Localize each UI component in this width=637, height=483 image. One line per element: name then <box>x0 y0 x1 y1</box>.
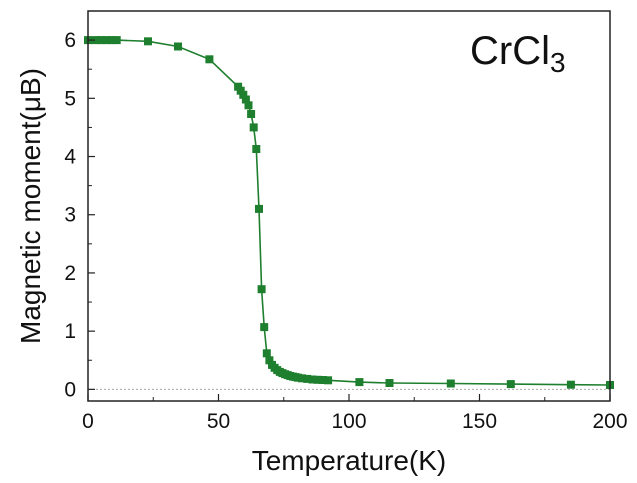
data-point <box>252 145 261 153</box>
data-point <box>308 375 317 384</box>
compound-label: CrCl3 <box>470 29 566 78</box>
data-point <box>255 204 263 213</box>
y-tick-label: 6 <box>64 29 76 52</box>
y-axis: 0 1 2 3 4 5 6 <box>64 10 95 401</box>
data-point <box>298 374 306 383</box>
y-tick-label: 1 <box>64 320 76 343</box>
data-point <box>324 376 333 385</box>
data-point <box>174 42 182 51</box>
series-line <box>88 39 611 386</box>
data-point <box>107 36 116 45</box>
data-point <box>97 36 105 45</box>
x-axis: 0 50 100 150 200 <box>82 394 628 433</box>
data-point <box>446 379 455 388</box>
compound-label-base: CrCl <box>470 29 550 73</box>
data-point <box>318 376 327 384</box>
y-tick-label: 2 <box>64 262 76 285</box>
data-point <box>144 37 152 46</box>
data-point <box>247 110 256 118</box>
y-axis-title: Magnetic moment(μB) <box>15 68 46 344</box>
data-point <box>112 36 121 45</box>
x-axis-title: Temperature(K) <box>252 445 447 476</box>
data-point <box>236 86 245 95</box>
data-point <box>257 285 266 294</box>
data-point <box>102 36 111 45</box>
data-point <box>205 55 214 64</box>
data-point <box>239 90 248 99</box>
data-point <box>262 349 271 358</box>
compound-label-subscript: 3 <box>550 47 566 78</box>
data-point <box>260 323 269 332</box>
x-tick-label: 200 <box>592 410 627 433</box>
data-point <box>385 379 394 387</box>
data-point <box>249 123 258 132</box>
data-point <box>303 374 312 383</box>
x-tick-label: 0 <box>82 410 94 433</box>
plot-area <box>84 36 614 390</box>
data-point <box>506 380 515 389</box>
data-point <box>313 375 322 384</box>
data-point <box>566 380 575 389</box>
y-tick-label: 5 <box>64 87 76 110</box>
data-point <box>91 36 100 45</box>
data-point <box>265 356 274 365</box>
data-point <box>355 378 364 387</box>
data-point <box>244 101 253 110</box>
y-tick-label: 0 <box>64 378 76 401</box>
x-tick-label: 150 <box>462 410 497 433</box>
y-tick-label: 3 <box>64 204 76 227</box>
y-tick-label: 4 <box>64 146 76 169</box>
x-tick-label: 100 <box>331 410 366 433</box>
x-tick-label: 50 <box>207 410 230 433</box>
data-point <box>241 95 250 104</box>
